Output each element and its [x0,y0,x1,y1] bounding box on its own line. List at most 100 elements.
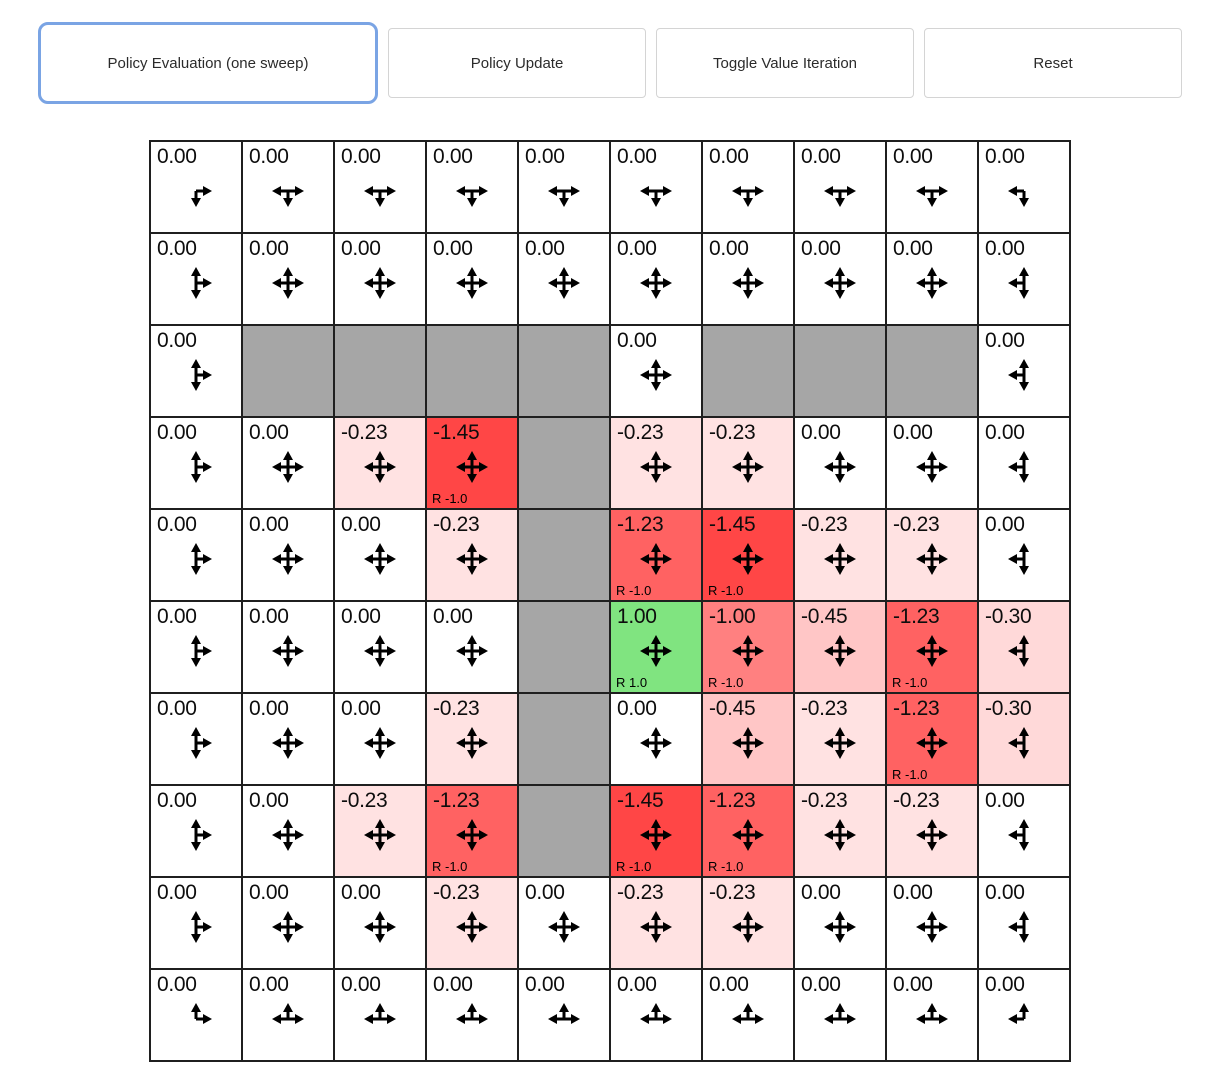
grid-cell[interactable]: 0.00 [242,785,334,877]
grid-cell[interactable]: -1.45 R -1.0 [426,417,518,509]
wall-cell[interactable] [518,417,610,509]
grid-cell[interactable]: 0.00 [242,969,334,1061]
grid-cell[interactable]: 0.00 [242,509,334,601]
grid-cell[interactable]: 0.00 [242,693,334,785]
grid-cell[interactable]: 0.00 [978,417,1070,509]
grid-cell[interactable]: 0.00 [610,325,702,417]
grid-cell[interactable]: -0.23 [702,417,794,509]
wall-cell[interactable] [518,509,610,601]
grid-cell[interactable]: 0.00 [150,141,242,233]
wall-cell[interactable] [242,325,334,417]
grid-cell[interactable]: -0.23 [794,509,886,601]
grid-cell[interactable]: -0.23 [886,785,978,877]
grid-cell[interactable]: 0.00 [978,969,1070,1061]
grid-cell[interactable]: 1.00 R 1.0 [610,601,702,693]
grid-cell[interactable]: 0.00 [886,969,978,1061]
grid-cell[interactable]: 0.00 [150,693,242,785]
grid-cell[interactable]: -0.23 [794,785,886,877]
grid-cell[interactable]: 0.00 [886,141,978,233]
grid-cell[interactable]: 0.00 [150,233,242,325]
grid-cell[interactable]: 0.00 [150,601,242,693]
wall-cell[interactable] [426,325,518,417]
grid-cell[interactable]: 0.00 [150,877,242,969]
grid-cell[interactable]: 0.00 [426,141,518,233]
grid-cell[interactable]: 0.00 [426,969,518,1061]
grid-cell[interactable]: -0.23 [610,417,702,509]
grid-cell[interactable]: -1.23 R -1.0 [702,785,794,877]
wall-cell[interactable] [518,325,610,417]
grid-cell[interactable]: 0.00 [610,969,702,1061]
grid-cell[interactable]: 0.00 [702,141,794,233]
grid-cell[interactable]: 0.00 [242,141,334,233]
grid-cell[interactable]: -0.23 [886,509,978,601]
grid-cell[interactable]: -1.23 R -1.0 [886,601,978,693]
grid-cell[interactable]: 0.00 [702,233,794,325]
policy-update-button[interactable]: Policy Update [388,28,647,98]
grid-cell[interactable]: 0.00 [242,417,334,509]
grid-cell[interactable]: 0.00 [334,969,426,1061]
grid-cell[interactable]: -1.00 R -1.0 [702,601,794,693]
grid-cell[interactable]: 0.00 [518,969,610,1061]
wall-cell[interactable] [518,693,610,785]
grid-cell[interactable]: -0.45 [794,601,886,693]
grid-cell[interactable]: -0.23 [426,509,518,601]
grid-cell[interactable]: 0.00 [334,877,426,969]
grid-cell[interactable]: -0.23 [702,877,794,969]
grid-cell[interactable]: 0.00 [242,233,334,325]
grid-cell[interactable]: -0.23 [334,785,426,877]
grid-cell[interactable]: -0.23 [610,877,702,969]
wall-cell[interactable] [702,325,794,417]
grid-cell[interactable]: 0.00 [794,233,886,325]
grid-cell[interactable]: 0.00 [978,509,1070,601]
grid-cell[interactable]: 0.00 [610,141,702,233]
grid-cell[interactable]: 0.00 [518,141,610,233]
wall-cell[interactable] [518,601,610,693]
grid-cell[interactable]: 0.00 [794,417,886,509]
grid-cell[interactable]: -0.30 [978,693,1070,785]
grid-cell[interactable]: 0.00 [794,969,886,1061]
grid-cell[interactable]: -1.45 R -1.0 [702,509,794,601]
grid-cell[interactable]: 0.00 [334,509,426,601]
grid-cell[interactable]: 0.00 [978,325,1070,417]
grid-cell[interactable]: -1.45 R -1.0 [610,785,702,877]
grid-cell[interactable]: 0.00 [242,877,334,969]
wall-cell[interactable] [518,785,610,877]
grid-cell[interactable]: 0.00 [978,233,1070,325]
grid-cell[interactable]: 0.00 [886,417,978,509]
reset-button[interactable]: Reset [924,28,1183,98]
toggle-value-iteration-button[interactable]: Toggle Value Iteration [656,28,915,98]
grid-cell[interactable]: -1.23 R -1.0 [610,509,702,601]
grid-cell[interactable]: 0.00 [334,141,426,233]
grid-cell[interactable]: 0.00 [334,601,426,693]
grid-cell[interactable]: 0.00 [518,233,610,325]
grid-cell[interactable]: 0.00 [978,785,1070,877]
wall-cell[interactable] [334,325,426,417]
grid-cell[interactable]: -0.23 [426,693,518,785]
grid-cell[interactable]: 0.00 [886,233,978,325]
policy-evaluation-button[interactable]: Policy Evaluation (one sweep) [38,22,379,104]
grid-cell[interactable]: 0.00 [886,877,978,969]
grid-cell[interactable]: 0.00 [702,969,794,1061]
wall-cell[interactable] [794,325,886,417]
grid-cell[interactable]: -0.23 [426,877,518,969]
grid-cell[interactable]: 0.00 [610,233,702,325]
grid-cell[interactable]: -1.23 R -1.0 [886,693,978,785]
grid-cell[interactable]: 0.00 [978,877,1070,969]
grid-cell[interactable]: 0.00 [150,969,242,1061]
grid-cell[interactable]: -0.23 [794,693,886,785]
grid-cell[interactable]: -1.23 R -1.0 [426,785,518,877]
grid-cell[interactable]: 0.00 [610,693,702,785]
grid-cell[interactable]: 0.00 [426,601,518,693]
grid-cell[interactable]: 0.00 [150,417,242,509]
grid-cell[interactable]: 0.00 [150,785,242,877]
wall-cell[interactable] [886,325,978,417]
grid-cell[interactable]: -0.45 [702,693,794,785]
grid-cell[interactable]: 0.00 [978,141,1070,233]
grid-cell[interactable]: 0.00 [794,141,886,233]
grid-cell[interactable]: 0.00 [794,877,886,969]
grid-cell[interactable]: -0.23 [334,417,426,509]
grid-cell[interactable]: 0.00 [334,233,426,325]
grid-cell[interactable]: 0.00 [426,233,518,325]
grid-cell[interactable]: 0.00 [518,877,610,969]
grid-cell[interactable]: 0.00 [334,693,426,785]
